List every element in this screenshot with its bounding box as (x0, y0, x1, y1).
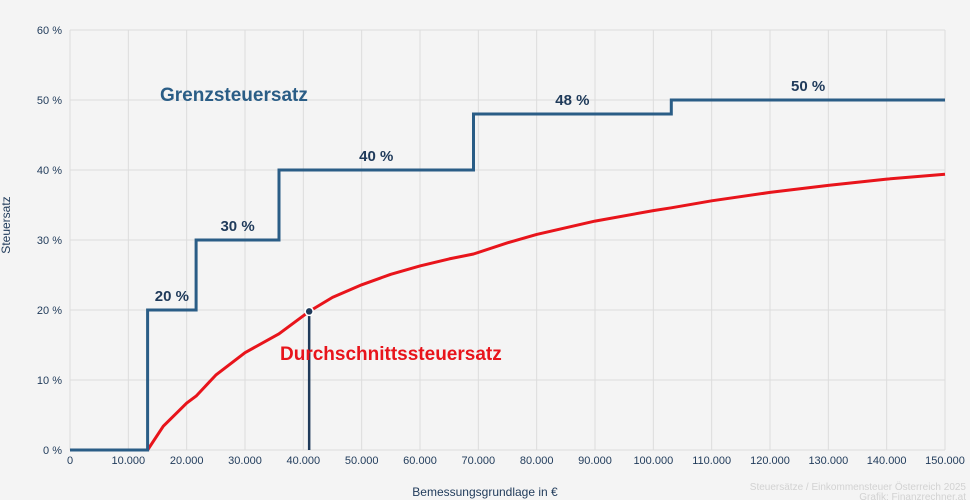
x-tick-label: 110.000 (692, 455, 731, 467)
x-tick-label: 150.000 (925, 455, 965, 467)
x-tick-label: 10.000 (112, 455, 146, 467)
x-tick-label: 0 (67, 455, 73, 467)
y-axis-tick-labels: 0 % 10 % 20 % 30 % 40 % 50 % 60 % (37, 25, 62, 457)
average-rate-series-label: Durchschnittssteuersatz (280, 344, 502, 365)
x-tick-label: 40.000 (287, 455, 321, 467)
x-tick-label: 30.000 (228, 455, 262, 467)
x-tick-label: 20.000 (170, 455, 204, 467)
y-tick-label: 40 % (37, 165, 62, 177)
x-tick-label: 80.000 (520, 455, 554, 467)
bracket-rate-label: 48 % (555, 92, 589, 109)
x-tick-label: 60.000 (403, 455, 437, 467)
x-axis-title: Bemessungsgrundlage in € (412, 485, 558, 499)
bracket-rate-label: 50 % (791, 78, 825, 95)
y-tick-label: 60 % (37, 25, 62, 37)
x-tick-label: 90.000 (578, 455, 612, 467)
y-tick-label: 0 % (43, 445, 62, 457)
bracket-rate-labels: 20 % 30 % 40 % 48 % 50 % (155, 78, 825, 305)
marker-point (304, 306, 314, 317)
y-axis-title: Steuersatz (0, 196, 13, 253)
y-tick-label: 50 % (37, 95, 62, 107)
bracket-rate-label: 20 % (155, 288, 189, 305)
y-tick-label: 20 % (37, 305, 62, 317)
bracket-rate-label: 30 % (220, 218, 254, 235)
x-tick-label: 70.000 (462, 455, 496, 467)
x-tick-label: 120.000 (750, 455, 790, 467)
x-tick-label: 130.000 (808, 455, 848, 467)
credit-line-1: Steuersätze / Einkommensteuer Österreich… (750, 481, 967, 493)
x-axis-tick-labels: 0 10.000 20.000 30.000 40.000 50.000 60.000 70.… (67, 455, 965, 467)
credit-line-2: Grafik: Finanzrechner.at (859, 492, 966, 500)
average-tax-rate-line (70, 172, 946, 452)
x-tick-label: 100.000 (633, 455, 673, 467)
marginal-rate-series-label: Grenzsteuersatz (160, 85, 308, 106)
bracket-rate-label: 40 % (359, 148, 393, 165)
x-tick-label: 140.000 (867, 455, 907, 467)
y-tick-label: 10 % (37, 375, 62, 387)
y-tick-label: 30 % (37, 235, 62, 247)
marginal-tax-rate-step-line (70, 98, 945, 452)
x-tick-label: 50.000 (345, 455, 379, 467)
